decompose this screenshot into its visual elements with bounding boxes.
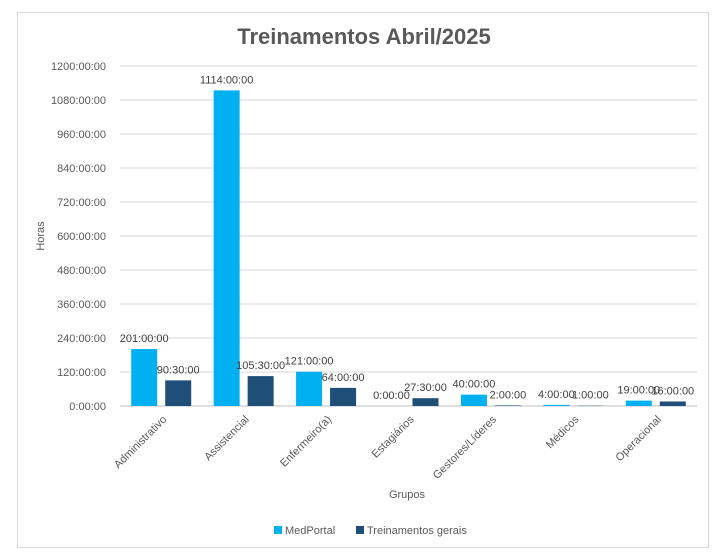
bars bbox=[131, 90, 686, 406]
bar-treinamentos-gerais bbox=[330, 387, 357, 406]
x-tick-label: Administrativo bbox=[112, 414, 169, 471]
bar-medportal bbox=[543, 404, 570, 406]
y-tick-label: 1080:00:00 bbox=[51, 95, 106, 107]
data-label: 121:00:00 bbox=[285, 356, 334, 368]
data-label: 1114:00:00 bbox=[200, 74, 253, 86]
x-tick-label: Gestores/Líderes bbox=[431, 413, 500, 482]
y-tick-label: 240:00:00 bbox=[57, 333, 106, 345]
x-tick-label: Estagiários bbox=[370, 413, 417, 460]
data-label: 0:00:00 bbox=[373, 390, 410, 402]
x-tick-label: Enfermeiro(a) bbox=[278, 414, 334, 470]
legend-swatch bbox=[356, 526, 364, 534]
bar-treinamentos-gerais bbox=[412, 398, 439, 406]
bar-medportal bbox=[213, 90, 240, 406]
data-label: 19:00:00 bbox=[617, 385, 660, 397]
y-axis-title: Horas bbox=[35, 221, 47, 251]
data-label: 105:30:00 bbox=[236, 360, 285, 372]
x-axis-ticks: Administrativo Assistencial Enfermeiro(a) E… bbox=[112, 413, 664, 482]
legend-label: MedPortal bbox=[285, 525, 335, 537]
y-tick-label: 840:00:00 bbox=[57, 163, 106, 175]
legend: MedPortal Treinamentos gerais bbox=[274, 525, 467, 537]
data-label: 1:00:00 bbox=[572, 390, 609, 402]
bar-treinamentos-gerais bbox=[494, 405, 521, 406]
y-tick-label: 720:00:00 bbox=[57, 197, 106, 209]
bar-medportal bbox=[296, 371, 323, 406]
y-axis-ticks: 0:00:00 120:00:00 240:00:00 360:00:00 480:00… bbox=[51, 61, 106, 413]
bar-treinamentos-gerais bbox=[247, 376, 274, 406]
data-label: 4:00:00 bbox=[538, 389, 575, 401]
data-label: 40:00:00 bbox=[453, 379, 496, 391]
data-label: 16:00:00 bbox=[651, 385, 694, 397]
y-tick-label: 960:00:00 bbox=[57, 129, 106, 141]
data-label: 27:30:00 bbox=[404, 382, 447, 394]
y-tick-label: 120:00:00 bbox=[57, 367, 106, 379]
x-axis-title: Grupos bbox=[389, 489, 426, 501]
legend-label: Treinamentos gerais bbox=[367, 525, 467, 537]
gridlines bbox=[120, 65, 697, 407]
data-label: 201:00:00 bbox=[120, 333, 169, 345]
x-tick-label: Assistencial bbox=[202, 414, 252, 464]
data-label: 90:30:00 bbox=[157, 364, 200, 376]
chart-frame bbox=[17, 12, 709, 548]
bar-treinamentos-gerais bbox=[659, 401, 686, 406]
y-tick-label: 480:00:00 bbox=[57, 265, 106, 277]
legend-swatch bbox=[274, 526, 282, 534]
bar-medportal bbox=[460, 394, 487, 406]
bar-treinamentos-gerais bbox=[165, 380, 192, 406]
y-tick-label: 0:00:00 bbox=[69, 401, 106, 413]
y-tick-label: 600:00:00 bbox=[57, 231, 106, 243]
x-tick-label: Operacional bbox=[613, 414, 663, 464]
y-tick-label: 1200:00:00 bbox=[51, 61, 106, 73]
data-label: 2:00:00 bbox=[490, 389, 527, 401]
bar-medportal bbox=[625, 400, 652, 406]
bar-medportal bbox=[131, 349, 158, 406]
data-label: 64:00:00 bbox=[322, 372, 365, 384]
y-tick-label: 360:00:00 bbox=[57, 299, 106, 311]
data-labels: 201:00:00 90:30:00 1114:00:00 105:30:00 121:… bbox=[120, 74, 694, 402]
chart-title: Treinamentos Abril/2025 bbox=[237, 24, 491, 49]
x-tick-label: Médicos bbox=[544, 413, 582, 451]
